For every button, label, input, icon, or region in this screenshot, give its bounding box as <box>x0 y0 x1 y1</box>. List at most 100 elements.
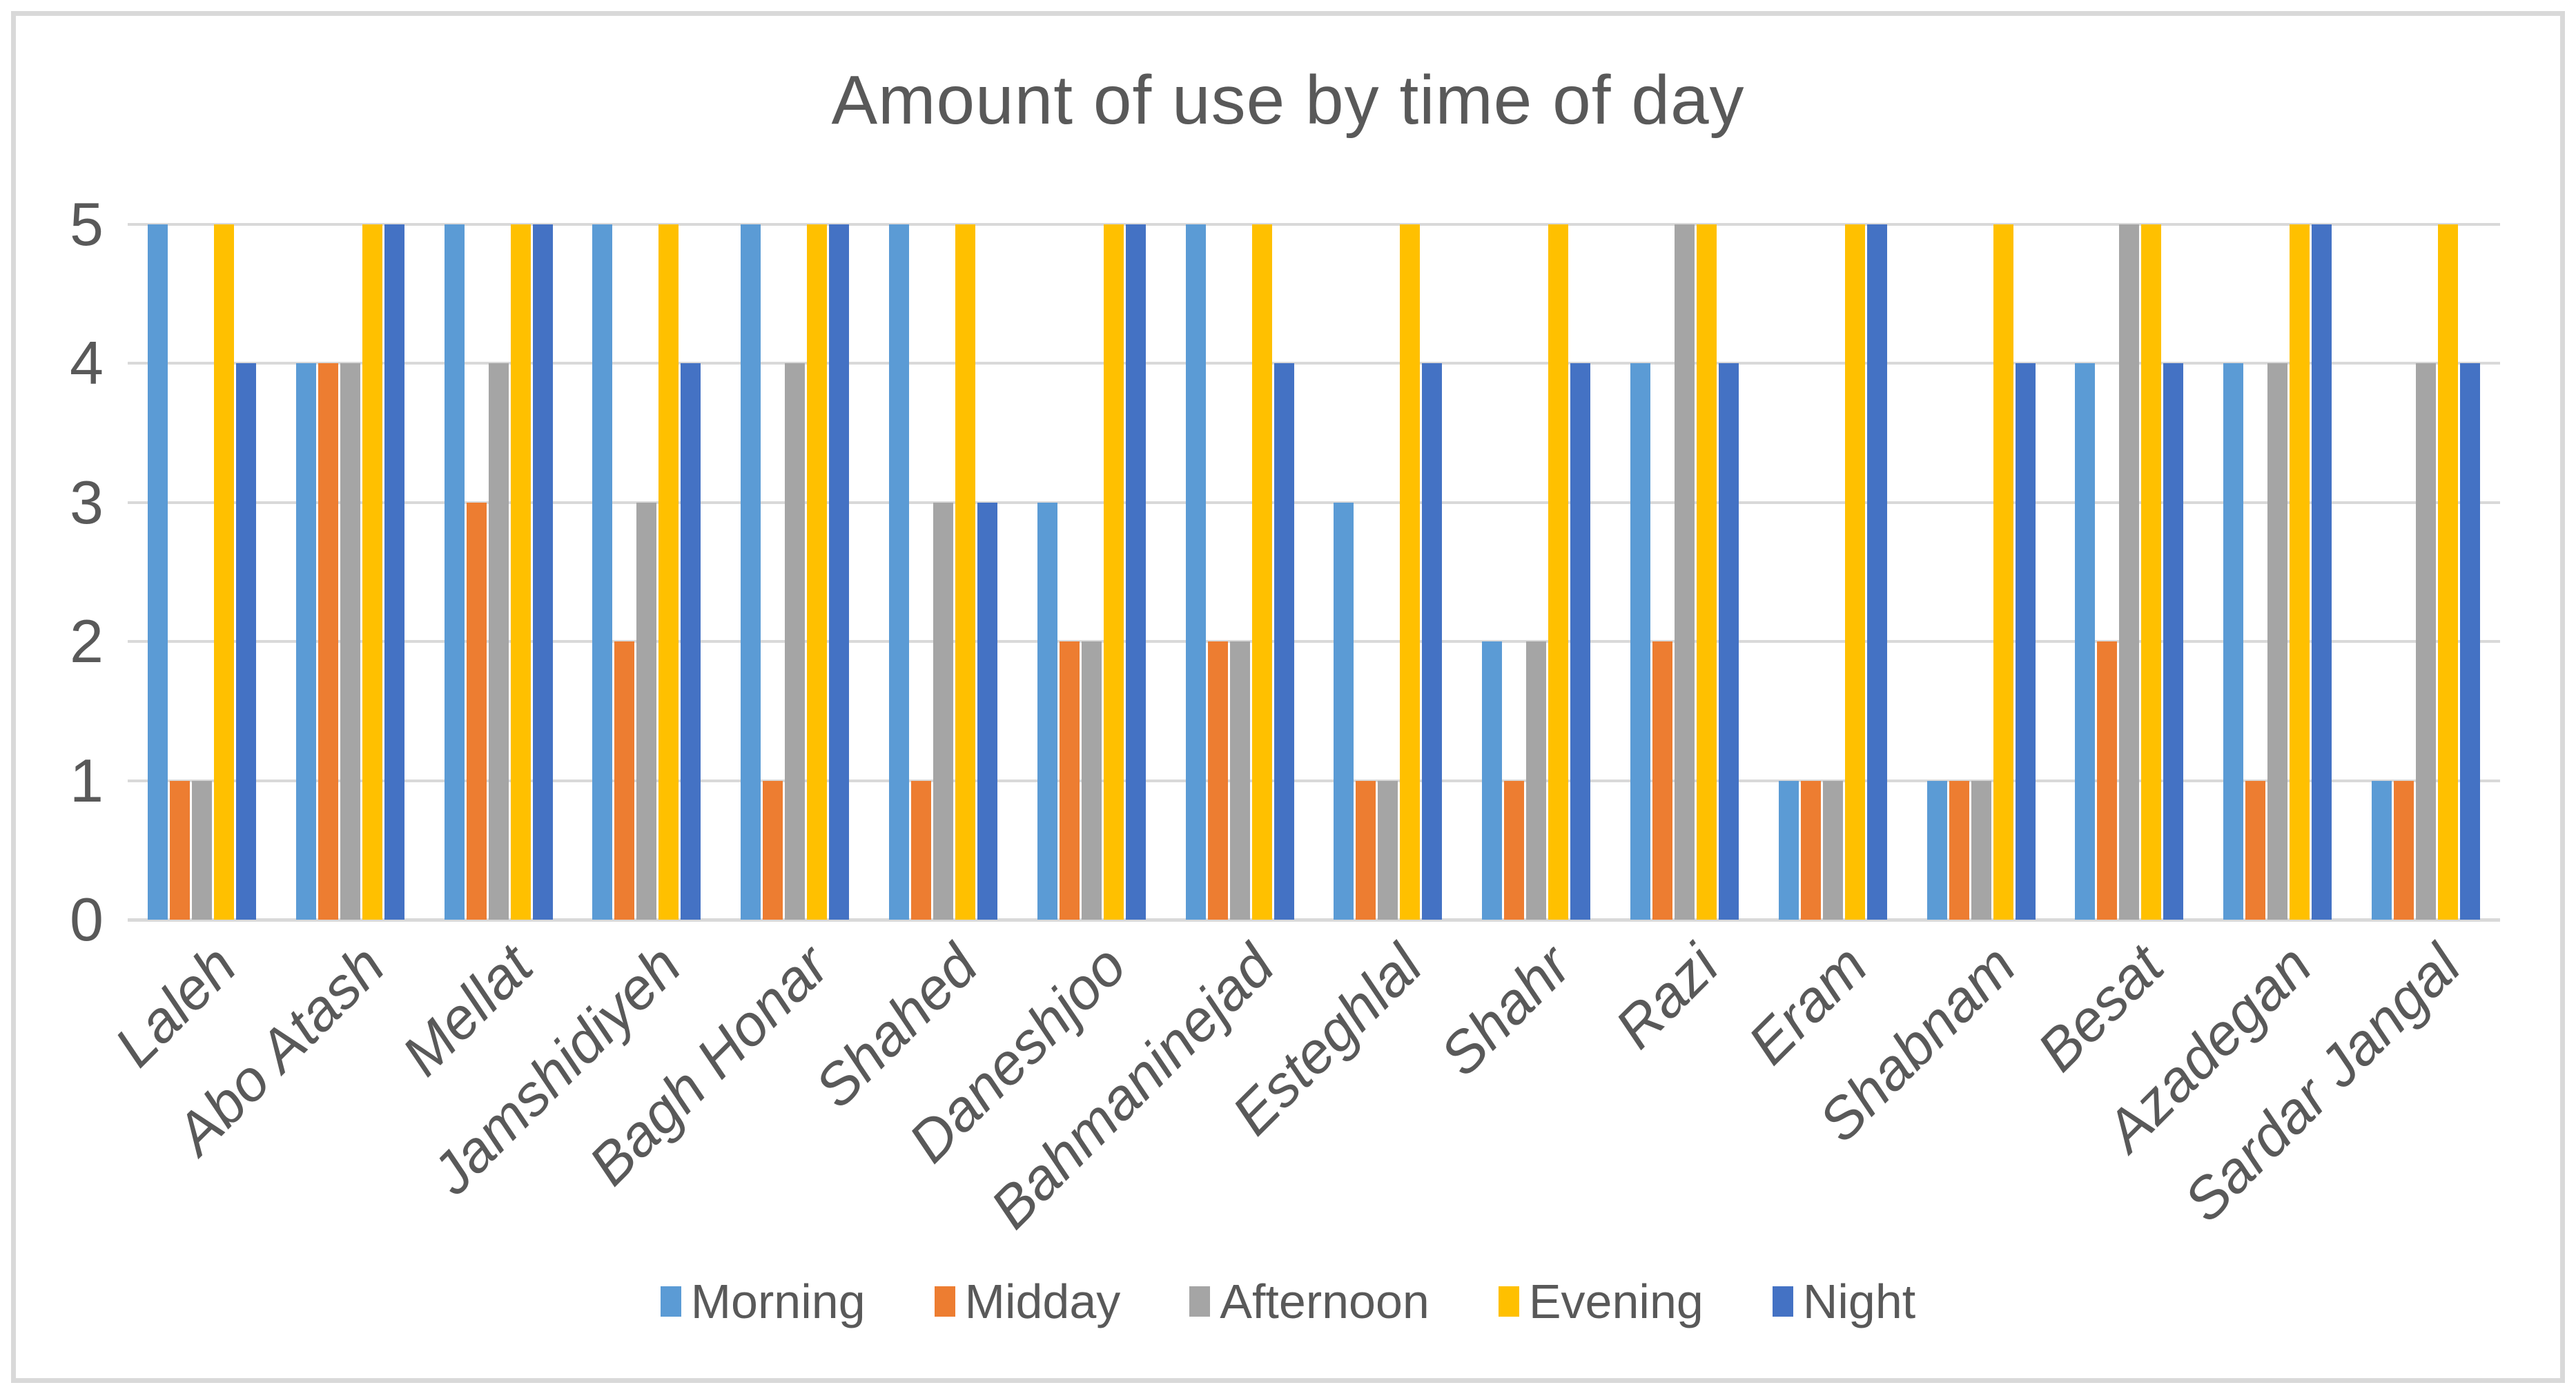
bar-afternoon-bagh-honar <box>785 363 806 920</box>
bar-group-eram <box>1759 224 1907 920</box>
bar-evening-sardar-jangal <box>2438 224 2459 920</box>
legend-item-evening: Evening <box>1498 1274 1704 1329</box>
legend-label-evening: Evening <box>1528 1275 1704 1328</box>
bar-midday-jamshidiyeh <box>614 641 635 920</box>
bar-group-shabnam <box>1907 224 2056 920</box>
bar-midday-sardar-jangal <box>2394 780 2414 920</box>
gridline-4 <box>128 362 2500 365</box>
x-axis: Laleh Abo Atash Mellat Jamshidiyeh Bagh Hona… <box>102 932 2500 1241</box>
bar-afternoon-azadegan <box>2267 363 2288 920</box>
bar-morning-shahr <box>1482 641 1503 920</box>
bar-group-sardar-jangal <box>2352 224 2500 920</box>
y-tick-label-1: 1 <box>70 746 104 815</box>
bar-group-azadegan <box>2203 224 2352 920</box>
bar-night-besat <box>2163 363 2184 920</box>
bar-group-besat <box>2056 224 2204 920</box>
bar-night-mellat <box>532 224 553 920</box>
bar-evening-besat <box>2141 224 2162 920</box>
bar-afternoon-abo-atash <box>340 363 360 920</box>
bar-afternoon-eram <box>1822 780 1843 920</box>
bar-midday-abo-atash <box>318 363 338 920</box>
bar-afternoon-laleh <box>191 780 212 920</box>
bar-afternoon-esteghlal <box>1378 780 1398 920</box>
legend-label-midday: Midday <box>964 1275 1121 1328</box>
legend-label-morning: Morning <box>690 1275 866 1328</box>
bar-group-laleh <box>128 224 276 920</box>
bar-morning-eram <box>1778 780 1799 920</box>
bar-series-container <box>128 224 2500 920</box>
bar-morning-besat <box>2075 363 2096 920</box>
bar-morning-shahed <box>888 224 909 920</box>
legend-label-afternoon: Afternoon <box>1220 1275 1430 1328</box>
bar-afternoon-sardar-jangal <box>2416 363 2437 920</box>
x-category-label-razi: Razi <box>1603 932 1731 1061</box>
bar-afternoon-jamshidiyeh <box>636 502 657 920</box>
x-category-label-shahr: Shahr <box>1427 932 1583 1088</box>
bar-morning-razi <box>1630 363 1651 920</box>
bar-night-bagh-honar <box>829 224 850 920</box>
bar-midday-shabnam <box>1949 780 1969 920</box>
bar-midday-esteghlal <box>1356 780 1376 920</box>
bar-evening-bahmaninejad <box>1251 224 1272 920</box>
bar-midday-shahr <box>1504 780 1525 920</box>
bar-evening-eram <box>1844 224 1865 920</box>
bar-afternoon-shahed <box>933 502 953 920</box>
bar-morning-sardar-jangal <box>2372 780 2392 920</box>
bar-group-shahed <box>869 224 1017 920</box>
bar-evening-laleh <box>213 224 234 920</box>
bar-midday-azadegan <box>2245 780 2266 920</box>
bar-afternoon-shahr <box>1526 641 1547 920</box>
y-tick-label-5: 5 <box>70 190 104 258</box>
bar-group-shahr <box>1462 224 1610 920</box>
bar-night-shahr <box>1570 363 1591 920</box>
bar-midday-daneshjoo <box>1059 641 1080 920</box>
bar-group-esteghlal <box>1314 224 1463 920</box>
bar-evening-shabnam <box>1993 224 2013 920</box>
bar-evening-mellat <box>510 224 531 920</box>
bar-group-daneshjoo <box>1017 224 1166 920</box>
bar-afternoon-bahmaninejad <box>1229 641 1250 920</box>
bar-night-jamshidiyeh <box>681 363 701 920</box>
bar-morning-esteghlal <box>1334 502 1354 920</box>
bar-group-bahmaninejad <box>1166 224 1314 920</box>
bar-midday-bahmaninejad <box>1207 641 1228 920</box>
bar-night-esteghlal <box>1422 363 1443 920</box>
legend-item-night: Night <box>1772 1274 1915 1329</box>
y-tick-label-0: 0 <box>70 885 104 953</box>
plot-area <box>128 223 2500 922</box>
bar-morning-bahmaninejad <box>1185 224 1206 920</box>
bar-night-bahmaninejad <box>1274 363 1294 920</box>
bar-morning-laleh <box>147 224 168 920</box>
bar-night-eram <box>1866 224 1887 920</box>
legend-swatch-night <box>1772 1286 1793 1317</box>
y-tick-label-2: 2 <box>70 607 104 676</box>
bar-night-shahed <box>977 502 997 920</box>
bar-midday-besat <box>2097 641 2118 920</box>
legend-item-midday: Midday <box>934 1274 1121 1329</box>
legend-swatch-evening <box>1498 1286 1519 1317</box>
legend: Morning Midday Afternoon Evening Night <box>0 1270 2576 1333</box>
bar-group-abo-atash <box>276 224 425 920</box>
bar-afternoon-besat <box>2119 224 2140 920</box>
bar-midday-bagh-honar <box>763 780 783 920</box>
legend-item-afternoon: Afternoon <box>1189 1274 1430 1329</box>
bar-evening-jamshidiyeh <box>658 224 679 920</box>
bar-evening-shahr <box>1548 224 1569 920</box>
bar-group-jamshidiyeh <box>572 224 721 920</box>
bar-night-azadegan <box>2312 224 2332 920</box>
bar-night-sardar-jangal <box>2460 363 2481 920</box>
legend-swatch-midday <box>934 1286 955 1317</box>
bar-group-bagh-honar <box>721 224 869 920</box>
bar-midday-mellat <box>466 502 487 920</box>
bar-morning-mellat <box>444 224 465 920</box>
y-tick-label-4: 4 <box>70 329 104 398</box>
bar-midday-laleh <box>169 780 190 920</box>
gridline-5 <box>128 223 2500 226</box>
bar-afternoon-daneshjoo <box>1081 641 1102 920</box>
y-axis: 0 1 2 3 4 5 <box>0 190 104 953</box>
chart-title: Amount of use by time of day <box>831 61 1745 139</box>
bar-evening-daneshjoo <box>1103 224 1124 920</box>
bar-afternoon-mellat <box>488 363 509 920</box>
bar-afternoon-razi <box>1675 224 1695 920</box>
